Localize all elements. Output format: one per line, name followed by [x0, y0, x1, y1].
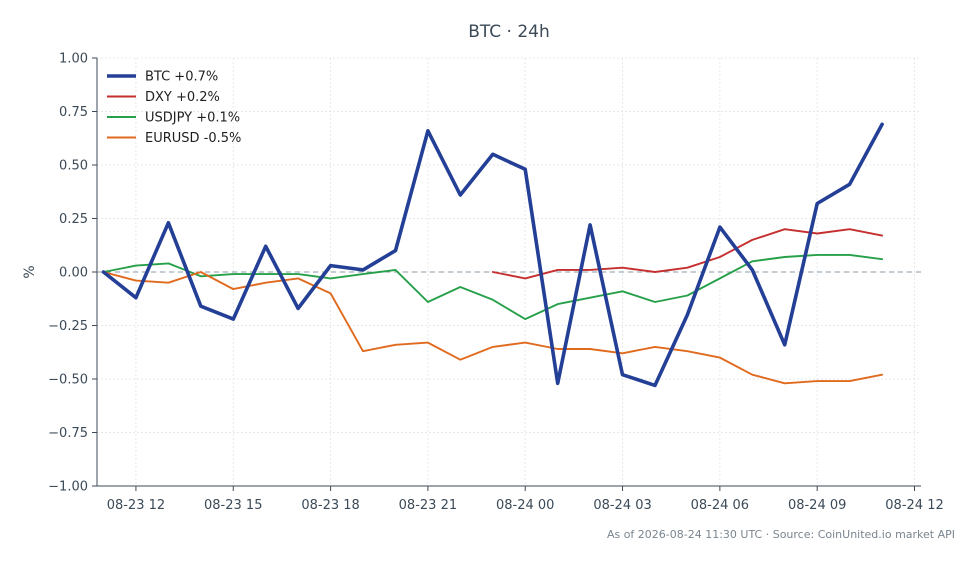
y-tick-label: 0.25 — [59, 212, 88, 227]
chart-title: BTC · 24h — [468, 22, 550, 42]
series-line-dxy[interactable] — [491, 228, 884, 280]
y-tick-label: 0.75 — [59, 105, 88, 120]
series-line-eurusd[interactable] — [102, 271, 884, 385]
axis-layer: 1.00 0.75 0.50 0.25 0.00 −0.25 −0.50 −0.75 −1.00… — [48, 52, 944, 514]
y-tick-label: 0.00 — [59, 266, 88, 281]
x-tick-label: 08-24 06 — [691, 498, 749, 513]
x-tick-label: 08-23 15 — [204, 498, 262, 513]
x-tick-label: 08-24 09 — [788, 498, 846, 513]
legend-label-usdjpy: USDJPY +0.1% — [145, 111, 240, 126]
y-tick-label: 0.50 — [59, 159, 88, 174]
y-tick-label: −1.00 — [48, 480, 88, 495]
x-tick-label: 08-24 00 — [496, 498, 554, 513]
y-tick-label: −0.25 — [48, 319, 88, 334]
legend-label-dxy: DXY +0.2% — [145, 90, 220, 105]
x-tick-label: 08-24 03 — [593, 498, 651, 513]
series-layer — [101, 122, 884, 388]
x-tick-label: 08-23 12 — [107, 498, 165, 513]
series-line-btc[interactable] — [101, 122, 884, 388]
x-tick-label: 08-23 21 — [399, 498, 457, 513]
series-line-usdjpy[interactable] — [102, 253, 884, 321]
x-tick-label: 08-24 12 — [885, 498, 943, 513]
y-tick-label: 1.00 — [59, 52, 88, 67]
footer-source-text: As of 2026-08-24 11:30 UTC · Source: Coi… — [607, 528, 955, 541]
legend[interactable]: BTC +0.7% DXY +0.2% USDJPY +0.1% EURUSD -0.… — [107, 70, 241, 147]
y-axis-label: % — [22, 265, 38, 278]
y-tick-label: −0.75 — [48, 426, 88, 441]
legend-label-btc: BTC +0.7% — [145, 70, 218, 85]
y-tick-label: −0.50 — [48, 373, 88, 388]
legend-label-eurusd: EURUSD -0.5% — [145, 131, 241, 146]
x-tick-label: 08-23 18 — [301, 498, 359, 513]
